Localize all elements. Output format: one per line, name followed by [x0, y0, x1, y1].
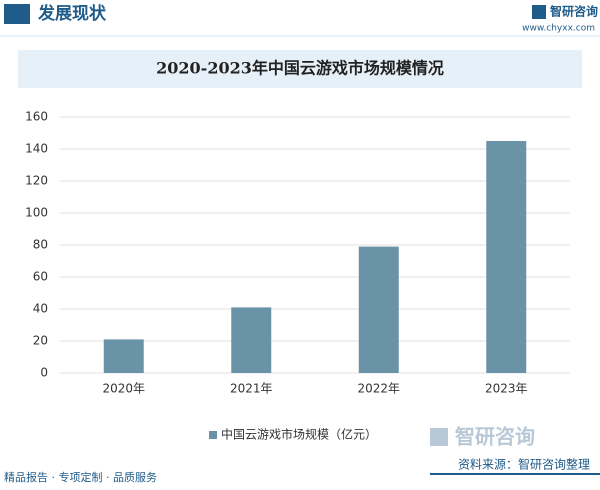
bar	[231, 307, 272, 373]
brand-icon	[532, 5, 546, 19]
source: 资料来源：智研咨询整理	[458, 457, 590, 472]
brand: 智研咨询	[549, 4, 598, 19]
y-tick-label: 140	[25, 142, 48, 156]
y-tick-label: 0	[40, 366, 48, 380]
header-icon	[4, 4, 30, 24]
y-tick-label: 40	[33, 302, 48, 316]
y-tick-label: 20	[33, 334, 48, 348]
title-bar	[18, 50, 582, 88]
footer-logo: 智研咨询	[455, 425, 535, 449]
y-tick-label: 100	[25, 206, 48, 220]
x-tick-label: 2021年	[230, 382, 273, 396]
y-tick-label: 80	[33, 238, 48, 252]
slogan: 精品报告 · 专项定制 · 品质服务	[4, 470, 157, 484]
y-tick-label: 160	[25, 110, 48, 124]
website: www.chyxx.com	[522, 24, 595, 34]
y-tick-label: 120	[25, 174, 48, 188]
logo-icon	[430, 428, 448, 446]
x-tick-label: 2020年	[102, 382, 145, 396]
section-title: 发展现状	[37, 3, 107, 24]
legend-swatch	[209, 431, 217, 439]
x-tick-label: 2022年	[357, 382, 400, 396]
x-tick-label: 2023年	[485, 382, 528, 396]
legend-label: 中国云游戏市场规模（亿元）	[221, 427, 377, 442]
chart-title: 2020-2023年中国云游戏市场规模情况	[156, 59, 444, 78]
y-tick-label: 60	[33, 270, 48, 284]
bar	[358, 246, 399, 373]
bar	[103, 339, 144, 373]
bar	[486, 141, 527, 373]
